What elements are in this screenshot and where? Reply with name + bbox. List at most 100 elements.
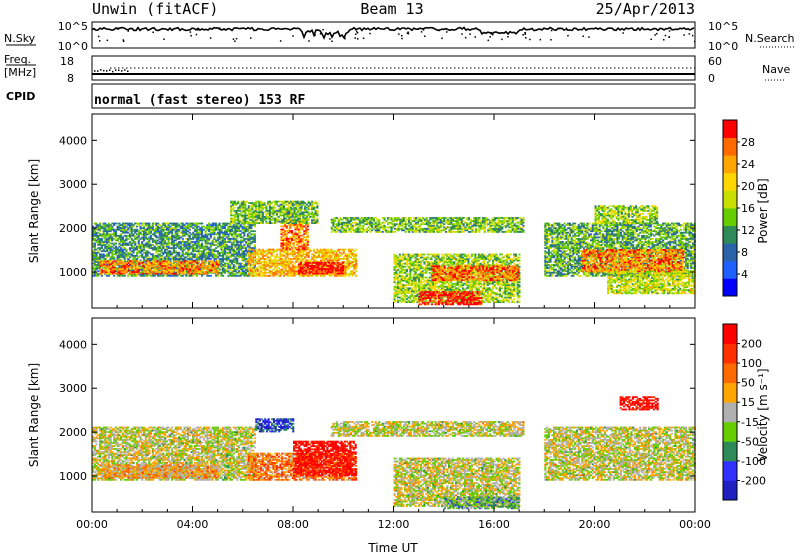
heatmap-cell xyxy=(125,239,128,242)
heatmap-cell xyxy=(291,237,294,240)
heatmap-cell xyxy=(260,220,263,223)
heatmap-cell xyxy=(205,268,208,270)
heatmap-cell xyxy=(307,254,310,257)
heatmap-cell xyxy=(237,214,240,217)
heatmap-cell xyxy=(174,271,177,274)
heatmap-cell xyxy=(99,247,102,249)
heatmap-cell xyxy=(241,227,244,229)
heatmap-cell xyxy=(185,227,188,229)
heatmap-cell xyxy=(159,271,162,273)
heatmap-cell xyxy=(254,200,257,203)
heatmap-cell xyxy=(404,223,407,226)
heatmap-cell xyxy=(229,247,232,249)
heatmap-cell xyxy=(168,271,171,273)
heatmap-cell xyxy=(104,250,107,253)
heatmap-cell xyxy=(204,241,207,243)
heatmap-cell xyxy=(328,258,331,260)
heatmap-cell xyxy=(104,230,107,233)
heatmap-cell xyxy=(304,208,307,211)
heatmap-cell xyxy=(199,244,202,246)
heatmap-cell xyxy=(268,200,271,203)
heatmap-cell xyxy=(95,259,98,262)
nsearch-dot xyxy=(344,36,346,38)
heatmap-cell xyxy=(243,259,246,262)
heatmap-cell xyxy=(243,230,246,233)
heatmap-cell xyxy=(348,217,351,219)
heatmap-cell xyxy=(253,247,256,249)
heatmap-cell xyxy=(175,263,178,266)
heatmap-cell xyxy=(93,222,96,225)
heatmap-cell xyxy=(418,229,421,232)
heatmap-cell xyxy=(282,237,285,240)
heatmap-cell xyxy=(97,234,100,237)
heatmap-cell xyxy=(230,222,233,224)
heatmap-cell xyxy=(254,209,257,212)
heatmap-cell xyxy=(176,230,179,233)
heatmap-cell xyxy=(136,269,139,272)
heatmap-cell xyxy=(305,231,308,234)
heatmap-cell xyxy=(148,265,151,267)
heatmap-cell xyxy=(272,264,275,266)
heatmap-cell xyxy=(162,258,165,260)
heatmap-cell xyxy=(415,231,418,233)
heatmap-cell xyxy=(130,238,133,240)
heatmap-cell xyxy=(225,258,228,260)
heatmap-cell xyxy=(127,269,130,272)
heatmap-cell xyxy=(134,231,137,234)
heatmap-cell xyxy=(254,203,257,206)
heatmap-cell xyxy=(251,256,254,259)
heatmap-cell xyxy=(194,261,197,263)
heatmap-cell xyxy=(256,273,259,276)
heatmap-cell xyxy=(176,231,179,234)
nsearch-dot xyxy=(344,37,346,40)
heatmap-cell xyxy=(176,258,179,260)
heatmap-cell xyxy=(194,222,197,225)
heatmap-cell xyxy=(283,213,286,215)
heatmap-cell xyxy=(401,218,404,221)
heatmap-cell xyxy=(128,241,131,243)
heatmap-cell xyxy=(107,228,110,231)
heatmap-cell xyxy=(169,222,172,225)
heatmap-cell xyxy=(195,254,198,257)
heatmap-cell xyxy=(234,253,237,256)
heatmap-cell xyxy=(385,231,388,233)
heatmap-cell xyxy=(239,262,242,265)
heatmap-cell xyxy=(188,247,191,249)
heatmap-cell xyxy=(122,268,125,270)
heatmap-cell xyxy=(136,271,139,273)
heatmap-cell xyxy=(313,268,316,270)
heatmap-cell xyxy=(118,253,121,256)
heatmap-cell xyxy=(307,222,310,224)
heatmap-cell xyxy=(250,247,253,249)
heatmap-cell xyxy=(201,239,204,242)
heatmap-cell xyxy=(171,233,174,236)
heatmap-cell xyxy=(150,230,153,233)
heatmap-cell xyxy=(172,244,175,246)
heatmap-cell xyxy=(299,234,302,237)
heatmap-cell xyxy=(100,239,103,242)
heatmap-cell xyxy=(274,262,277,265)
heatmap-cell xyxy=(176,271,179,273)
heatmap-cell xyxy=(134,271,137,273)
heatmap-cell xyxy=(251,211,254,214)
heatmap-cell xyxy=(253,256,256,259)
heatmap-cell xyxy=(205,271,208,273)
heatmap-cell xyxy=(350,223,353,226)
heatmap-cell xyxy=(169,259,172,262)
heatmap-cell xyxy=(284,267,287,269)
heatmap-cell xyxy=(194,242,197,245)
heatmap-cell xyxy=(296,247,299,249)
heatmap-cell xyxy=(341,231,344,233)
heatmap-cell xyxy=(178,224,181,226)
heatmap-cell xyxy=(274,271,277,274)
heatmap-cell xyxy=(244,208,247,211)
heatmap-cell xyxy=(334,226,337,229)
heatmap-cell xyxy=(128,236,131,239)
heatmap-cell xyxy=(165,242,168,245)
heatmap-cell xyxy=(147,269,150,272)
heatmap-cell xyxy=(123,241,126,243)
heatmap-cell xyxy=(229,224,232,226)
heatmap-cell xyxy=(299,237,302,240)
heatmap-cell xyxy=(229,251,232,254)
heatmap-cell xyxy=(97,258,100,260)
